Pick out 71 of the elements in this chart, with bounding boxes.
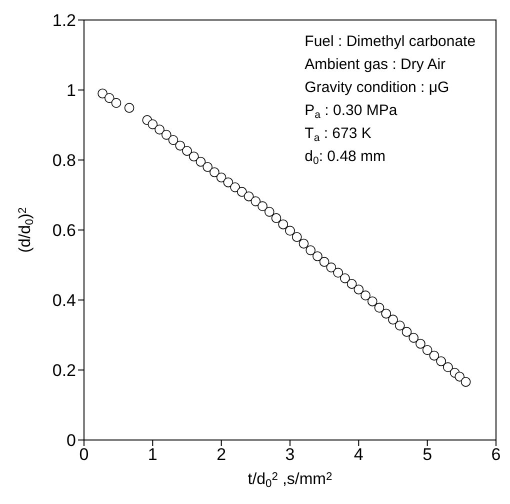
annotation: Fuel : Dimethyl carbonate xyxy=(304,33,476,50)
point xyxy=(326,262,336,272)
point xyxy=(223,177,234,188)
x-tick-label: 0 xyxy=(79,445,89,464)
annotation: P$_{a}$ : 0.30 MPa xyxy=(304,102,398,121)
point xyxy=(374,302,384,313)
point xyxy=(154,124,164,134)
point xyxy=(258,201,268,212)
point xyxy=(388,314,398,325)
annotation: T$_{a}$ : 673 K xyxy=(304,125,372,144)
point xyxy=(285,226,295,236)
point xyxy=(354,284,364,294)
point xyxy=(168,135,178,145)
point xyxy=(188,152,199,162)
annotation: d$_{0}$: 0.48 mm xyxy=(304,148,386,167)
point xyxy=(250,196,261,206)
point xyxy=(216,172,226,182)
point xyxy=(394,320,405,330)
point xyxy=(244,191,254,202)
point xyxy=(278,219,288,230)
point xyxy=(264,206,274,217)
point xyxy=(454,372,465,382)
point xyxy=(460,376,471,387)
point xyxy=(346,278,357,289)
point xyxy=(124,102,134,113)
point xyxy=(196,156,206,167)
y-tick-label: 0.8 xyxy=(52,151,76,170)
x-tick-label: 1 xyxy=(148,445,158,464)
y-tick-label: 1.2 xyxy=(52,11,76,30)
x-tick-label: 4 xyxy=(354,445,364,464)
point xyxy=(333,268,343,278)
point xyxy=(111,98,122,108)
point xyxy=(360,290,370,300)
x-tick-label: 5 xyxy=(422,445,432,464)
x-axis-title: t/d$_{0}$$^{2}$ ,s/mm$^{2}$ xyxy=(248,470,332,490)
x-tick-label: 2 xyxy=(216,445,226,464)
y-tick-label: 0.6 xyxy=(52,221,76,240)
point xyxy=(175,140,186,151)
point xyxy=(98,88,108,98)
point xyxy=(271,213,282,224)
point xyxy=(319,256,330,267)
y-tick-label: 1 xyxy=(66,81,76,100)
point xyxy=(104,93,114,103)
point xyxy=(312,251,322,262)
annotation: Gravity condition : μG xyxy=(304,79,450,96)
point xyxy=(148,119,158,130)
point xyxy=(161,130,172,140)
y-tick-label: 0.2 xyxy=(52,361,76,380)
point xyxy=(182,146,192,156)
point xyxy=(443,362,453,372)
point xyxy=(340,273,350,284)
point xyxy=(230,182,240,192)
x-tick-label: 3 xyxy=(285,445,295,464)
y-tick-label: 0 xyxy=(66,431,76,450)
point xyxy=(210,167,220,178)
point xyxy=(381,308,392,319)
point xyxy=(202,162,213,172)
x-tick-label: 6 xyxy=(491,445,501,464)
point xyxy=(436,356,446,366)
point xyxy=(298,238,309,249)
point xyxy=(422,345,432,355)
point xyxy=(408,332,419,343)
point xyxy=(402,326,412,337)
point xyxy=(292,232,302,242)
annotation: Ambient gas : Dry Air xyxy=(304,56,446,73)
point xyxy=(416,338,426,349)
y-tick-label: 0.4 xyxy=(52,291,76,310)
point xyxy=(429,350,440,361)
point xyxy=(367,296,378,306)
point xyxy=(306,245,316,256)
point xyxy=(237,186,247,197)
